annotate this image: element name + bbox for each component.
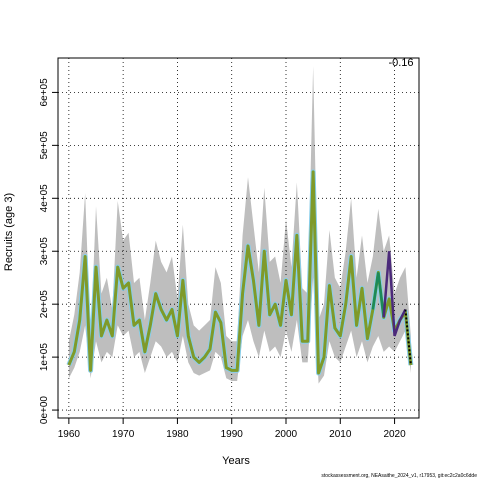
y-axis: 0e+00 1e+05 2e+05 3e+05 4e+05 5e+05 6e+05	[39, 78, 58, 424]
y-tick-label: 0e+00	[39, 396, 50, 425]
plot-frame	[57, 57, 420, 419]
y-tick-label: 2e+05	[39, 290, 50, 319]
y-tick-label: 6e+05	[39, 78, 50, 107]
y-tick-label: 5e+05	[39, 131, 50, 160]
x-axis: 1960 1970 1980 1990 2000 2010 2020	[58, 418, 406, 440]
x-tick-label: 1980	[166, 429, 189, 440]
y-axis-title: Recruits (age 3)	[3, 193, 15, 271]
y-tick-label: 1e+05	[39, 343, 50, 372]
series-line	[67, 170, 413, 375]
x-tick-label: 2010	[329, 429, 352, 440]
x-tick-label: 2000	[275, 429, 298, 440]
credit-text: stockassessment.org, NEAsaithe_2024_v1, …	[321, 473, 477, 479]
x-tick-label: 2020	[383, 429, 406, 440]
grid-lines	[58, 58, 419, 418]
x-tick-label: 1990	[221, 429, 244, 440]
recent-series-line-b	[382, 251, 407, 337]
forecast-series-line	[404, 309, 412, 366]
series-lines	[66, 169, 414, 376]
recent-series-line-a	[371, 272, 385, 318]
x-axis-title: Years	[222, 455, 250, 467]
y-tick-label: 3e+05	[39, 237, 50, 266]
corner-value-label: -0.16	[388, 57, 413, 69]
y-tick-label: 4e+05	[39, 184, 50, 213]
x-tick-label: 1970	[112, 429, 135, 440]
x-tick-label: 1960	[58, 429, 81, 440]
